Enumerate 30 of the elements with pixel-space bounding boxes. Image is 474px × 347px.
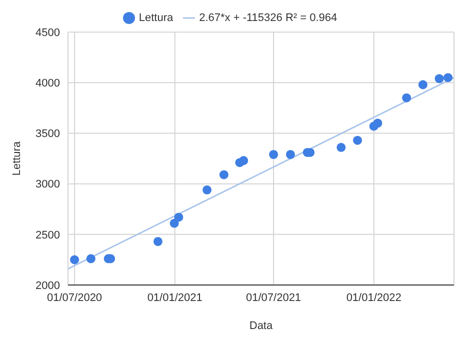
y-tick-label: 4500 <box>36 27 60 39</box>
point <box>402 93 412 102</box>
x-tick-label: 01/07/2021 <box>246 292 302 304</box>
point <box>239 156 248 166</box>
point <box>86 254 96 264</box>
point <box>70 255 80 264</box>
y-tick-label: 3000 <box>36 178 60 191</box>
y-tick-label: 3500 <box>36 128 60 140</box>
point <box>373 118 382 128</box>
point <box>443 73 453 82</box>
legend-label: Lettura <box>138 12 174 24</box>
x-tick-label: 01/01/2022 <box>346 292 402 304</box>
point <box>418 80 428 90</box>
point <box>219 170 228 180</box>
x-axis-title: Data <box>249 320 274 332</box>
point <box>336 142 346 152</box>
point <box>202 185 212 194</box>
x-tick-label: 01/07/2020 <box>47 292 102 304</box>
point <box>352 136 362 145</box>
point <box>286 150 295 160</box>
point <box>153 236 162 246</box>
y-tick-label: 2500 <box>36 229 60 242</box>
point <box>269 150 278 160</box>
x-tick-label: 01/01/2021 <box>147 292 202 304</box>
y-tick-label: 4000 <box>36 78 60 90</box>
point <box>434 74 444 84</box>
point <box>174 212 184 222</box>
legend-label: 2.67*x + -115326 R² = 0.964 <box>199 12 338 24</box>
y-axis-title: Lettura <box>10 140 23 176</box>
y-tick-label: 2000 <box>36 280 60 292</box>
